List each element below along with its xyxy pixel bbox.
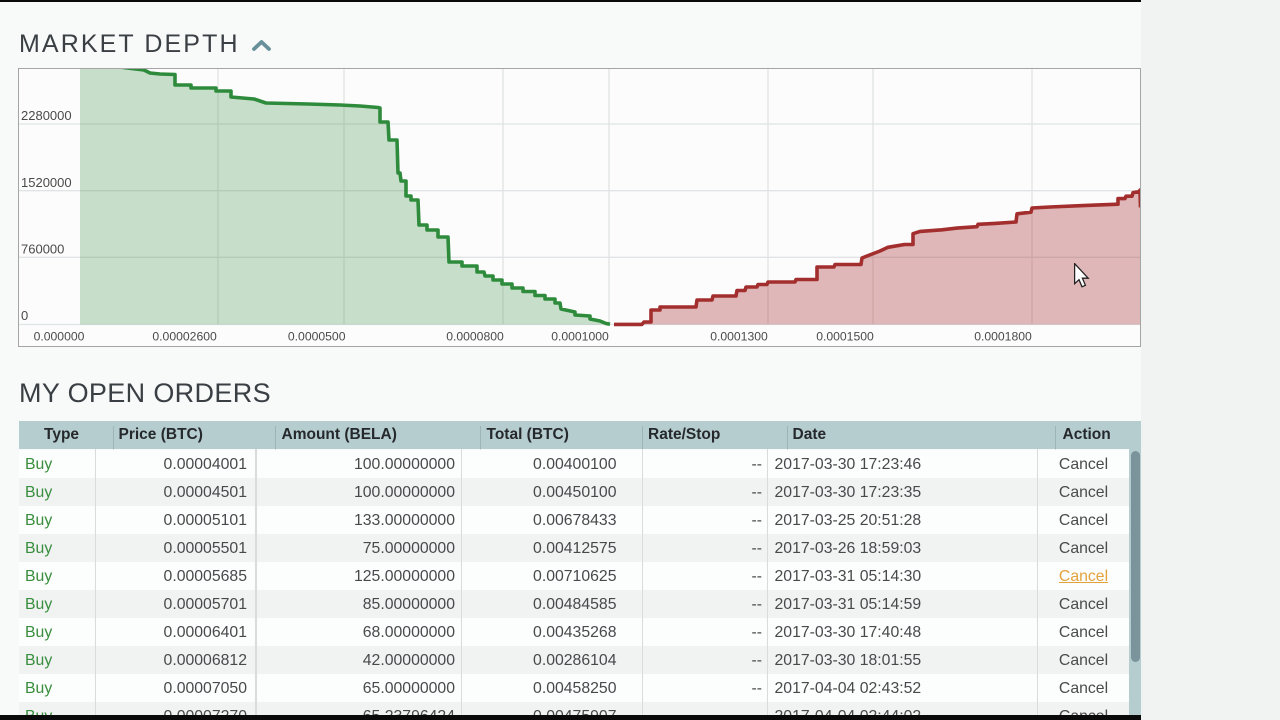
svg-text:760000: 760000 [21,241,64,256]
svg-text:2280000: 2280000 [21,108,72,123]
svg-text:1520000: 1520000 [21,175,72,190]
svg-text:0.0001300: 0.0001300 [710,330,768,344]
svg-text:0.00002600: 0.00002600 [152,330,217,344]
svg-text:0.0000500: 0.0000500 [288,330,346,344]
svg-text:0.000000: 0.000000 [34,330,85,344]
svg-text:0.0001000: 0.0001000 [551,330,609,344]
svg-text:0.0000800: 0.0000800 [446,330,504,344]
svg-text:0: 0 [21,308,28,323]
svg-text:0.0001800: 0.0001800 [974,330,1032,344]
svg-text:0.0001500: 0.0001500 [816,330,874,344]
